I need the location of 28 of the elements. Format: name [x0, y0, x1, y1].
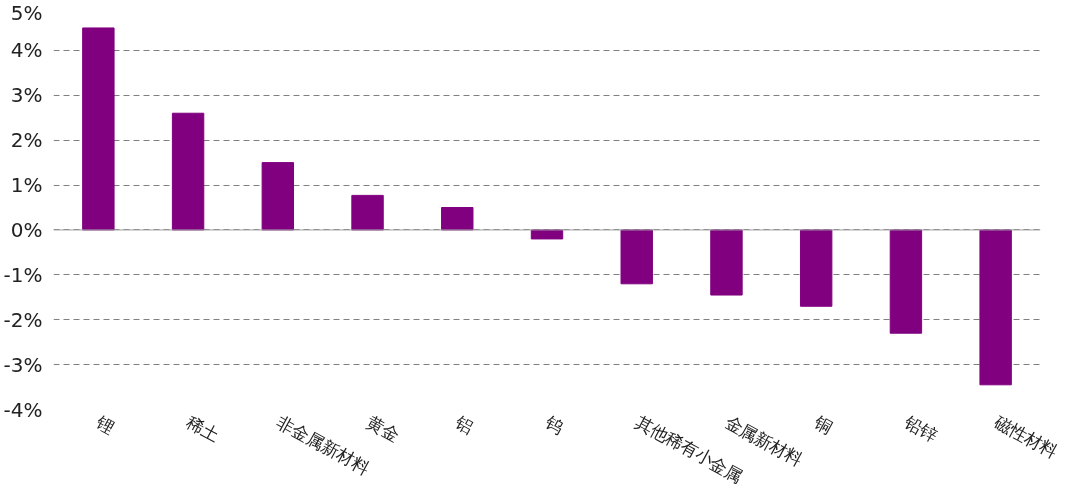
bar — [620, 229, 653, 285]
x-tick-label: 钨 — [541, 411, 567, 438]
y-tick-label: 0% — [10, 217, 43, 242]
bar — [171, 112, 205, 231]
x-tick-label: 磁性材料 — [989, 411, 1061, 462]
x-tick-label: 铅锌 — [900, 411, 941, 446]
y-tick-label: 3% — [10, 83, 43, 108]
x-tick-label: 锂 — [92, 411, 119, 438]
bar — [351, 194, 384, 231]
y-tick-label: 4% — [10, 38, 43, 63]
y-tick-label: -1% — [3, 262, 43, 287]
bar — [889, 229, 923, 334]
x-tick-label: 黄金 — [362, 411, 403, 446]
bar — [261, 162, 295, 231]
x-tick-label: 铜 — [810, 411, 836, 438]
bar — [441, 207, 474, 231]
y-tick-label: 2% — [10, 128, 43, 153]
y-tick-label: -3% — [3, 352, 43, 377]
y-tick-label: 1% — [10, 173, 43, 198]
y-tick-label: -2% — [3, 307, 43, 332]
x-tick-label: 稀土 — [183, 411, 223, 446]
y-tick-label: -4% — [3, 397, 43, 422]
bar — [710, 229, 743, 296]
y-tick-label: 5% — [10, 0, 43, 25]
bar — [82, 27, 115, 231]
bar — [979, 229, 1012, 386]
x-tick-label: 铝 — [451, 411, 477, 438]
bar — [799, 229, 833, 307]
